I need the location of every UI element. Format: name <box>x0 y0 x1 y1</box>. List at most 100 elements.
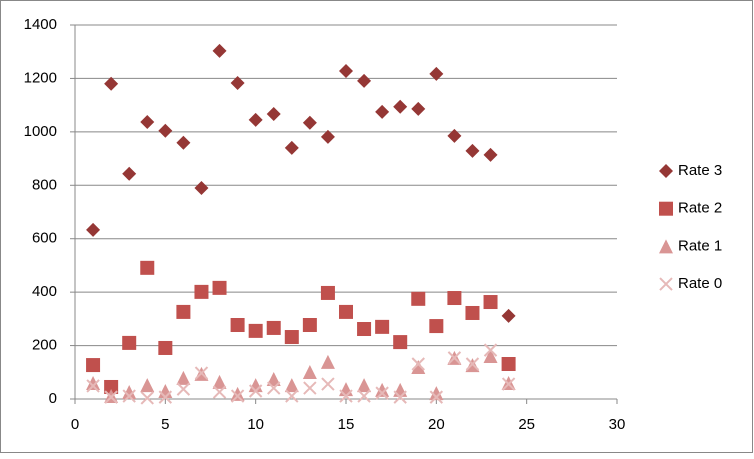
marker <box>339 389 353 403</box>
marker <box>104 379 119 394</box>
marker <box>267 381 281 395</box>
marker <box>266 371 281 386</box>
legend-marker <box>659 164 673 178</box>
marker <box>158 390 173 404</box>
marker <box>357 73 372 88</box>
marker <box>230 386 245 401</box>
y-tick-label: 200 <box>32 337 57 354</box>
marker <box>284 378 299 393</box>
marker <box>411 359 426 374</box>
marker <box>122 389 136 403</box>
marker <box>357 389 371 403</box>
marker <box>266 320 281 335</box>
marker <box>375 319 390 334</box>
marker <box>357 378 372 393</box>
marker <box>140 114 155 129</box>
marker <box>465 143 480 158</box>
marker <box>501 308 516 323</box>
marker <box>393 335 408 350</box>
marker <box>339 63 353 78</box>
marker <box>122 335 137 350</box>
marker <box>483 343 498 357</box>
x-tick-label: 20 <box>428 416 445 433</box>
marker <box>320 354 335 369</box>
marker <box>176 382 191 396</box>
marker <box>230 75 245 90</box>
marker <box>284 330 299 345</box>
legend-marker <box>659 277 673 291</box>
marker <box>465 357 480 371</box>
marker <box>429 319 444 334</box>
marker <box>248 323 263 338</box>
marker <box>140 378 155 393</box>
marker <box>501 377 516 391</box>
marker <box>212 280 227 295</box>
marker <box>104 76 119 91</box>
marker <box>429 386 444 401</box>
x-tick-label: 5 <box>161 416 169 433</box>
marker <box>393 99 408 114</box>
marker <box>140 391 154 405</box>
marker <box>320 129 335 144</box>
marker <box>194 366 209 380</box>
marker <box>303 381 317 395</box>
y-tick-label: 1200 <box>24 69 57 86</box>
x-tick-label: 30 <box>609 416 626 433</box>
marker <box>411 357 425 371</box>
marker <box>447 128 462 143</box>
marker <box>411 291 426 306</box>
marker <box>483 295 498 310</box>
marker <box>212 43 227 58</box>
x-tick-label: 25 <box>518 416 535 433</box>
marker <box>483 147 498 162</box>
marker <box>429 390 444 404</box>
marker <box>285 389 299 403</box>
marker <box>158 340 173 355</box>
marker <box>302 115 317 130</box>
legend-marker <box>659 201 673 216</box>
marker <box>393 390 407 404</box>
marker <box>194 180 209 195</box>
marker <box>122 385 137 400</box>
marker <box>248 384 263 398</box>
legend-label: Rate 1 <box>678 237 722 254</box>
x-tick-label: 15 <box>338 416 355 433</box>
marker <box>375 104 390 119</box>
marker <box>248 112 263 127</box>
marker <box>465 305 480 320</box>
marker <box>230 389 245 403</box>
marker <box>339 304 353 319</box>
marker <box>447 291 462 306</box>
marker <box>212 385 227 399</box>
y-tick-label: 0 <box>49 390 57 407</box>
y-tick-label: 600 <box>32 230 57 247</box>
marker <box>194 284 209 299</box>
x-tick-label: 10 <box>247 416 264 433</box>
marker <box>302 318 317 333</box>
marker <box>302 365 317 380</box>
legend-label: Rate 3 <box>678 162 722 179</box>
marker <box>104 390 118 404</box>
marker <box>357 322 372 337</box>
y-tick-label: 1000 <box>24 123 57 140</box>
marker <box>86 358 101 373</box>
marker <box>86 375 101 390</box>
marker <box>429 66 444 81</box>
marker <box>375 382 390 397</box>
legend-label: Rate 0 <box>678 275 722 292</box>
marker <box>86 379 100 393</box>
marker <box>158 123 173 138</box>
marker <box>447 351 462 365</box>
marker <box>176 304 191 319</box>
marker <box>176 370 191 385</box>
marker <box>320 285 335 300</box>
legend-label: Rate 2 <box>678 200 722 217</box>
marker <box>212 374 227 389</box>
y-tick-label: 400 <box>32 283 57 300</box>
marker <box>140 260 155 275</box>
marker <box>321 377 335 391</box>
y-tick-label: 1400 <box>24 16 57 33</box>
marker <box>375 386 389 400</box>
